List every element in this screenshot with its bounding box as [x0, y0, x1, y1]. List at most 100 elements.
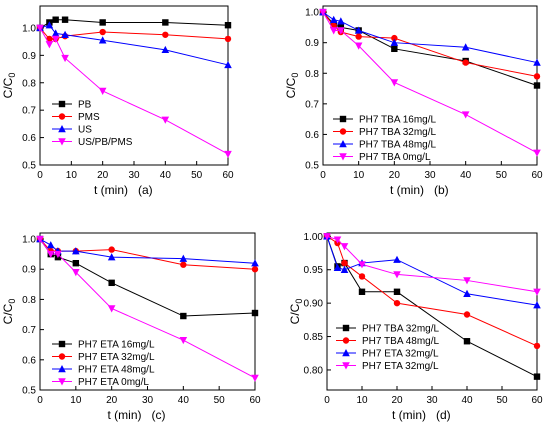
- y-tick-label: 0.9: [22, 51, 36, 62]
- legend-marker: [342, 324, 350, 332]
- data-point: [461, 43, 470, 51]
- chart-panel-2: 0 10 20 30 40 50 60 0.5 0.6 0.7 0.8 0.9 1.0 t (min) (b…: [284, 5, 543, 197]
- data-point: [329, 15, 338, 23]
- x-tick-label: 0: [320, 170, 326, 181]
- x-tick-label: 60: [249, 395, 261, 406]
- panel-label: (b): [434, 183, 449, 197]
- y-tick-label: 0.8: [22, 295, 36, 306]
- data-point: [354, 42, 363, 50]
- legend-marker: [58, 365, 66, 373]
- legend-marker: [58, 100, 66, 108]
- data-point: [46, 250, 55, 259]
- x-tick-label: 50: [191, 170, 203, 181]
- legend-marker: [339, 153, 347, 161]
- y-tick-label: 0.5: [22, 161, 36, 172]
- data-point: [107, 253, 116, 261]
- y-tick-label: 0.9: [22, 265, 36, 276]
- legend-label: PH7 ETA 16mg/L: [78, 340, 155, 351]
- y-tick-label: 0.85: [304, 332, 324, 343]
- x-tick-label: 30: [142, 395, 154, 406]
- legend-label: PH7 ETA 32mg/L: [362, 349, 439, 360]
- data-point: [393, 299, 401, 307]
- y-tick-label: 1.0: [22, 23, 36, 34]
- data-point: [161, 116, 170, 124]
- data-point: [463, 289, 471, 297]
- series-3: [36, 21, 232, 69]
- data-point: [333, 263, 342, 271]
- data-point: [72, 259, 80, 267]
- data-point: [224, 150, 232, 159]
- data-point: [533, 82, 541, 89]
- x-tick-label: 10: [356, 395, 368, 406]
- data-point: [358, 273, 366, 280]
- y-tick-label: 0.6: [22, 355, 36, 366]
- data-point: [36, 24, 44, 32]
- legend-label: PH7 ETA 32mg/L: [362, 361, 439, 372]
- series-4: [36, 235, 259, 382]
- x-tick-label: 50: [496, 170, 508, 181]
- y-axis-label: C/C0: [288, 299, 304, 325]
- x-tick-label: 20: [106, 395, 118, 406]
- panel-label: (c): [152, 408, 166, 422]
- data-point: [391, 34, 398, 42]
- legend-marker: [58, 353, 66, 360]
- legend-label: PH7 ETA 32mg/L: [78, 352, 155, 363]
- legend-label: PMS: [78, 112, 100, 123]
- legend-label: PH7 TBA 0mg/L: [359, 152, 431, 163]
- data-point: [224, 21, 232, 29]
- x-tick-label: 40: [460, 170, 472, 181]
- series-3: [319, 8, 541, 66]
- legend-label: US/PB/PMS: [78, 137, 133, 148]
- data-point: [108, 279, 115, 287]
- x-axis-label: t (min): [390, 183, 424, 197]
- y-tick-label: 0.5: [305, 161, 319, 172]
- series-line: [39, 24, 229, 66]
- x-tick-label: 30: [424, 170, 436, 181]
- x-tick-label: 20: [389, 170, 401, 181]
- data-point: [45, 41, 54, 49]
- y-axis-label: C/C0: [1, 73, 17, 99]
- series-2: [319, 8, 541, 80]
- x-tick-label: 10: [70, 395, 82, 406]
- data-point: [533, 288, 541, 296]
- data-point: [61, 16, 69, 23]
- x-tick-label: 30: [426, 395, 438, 406]
- data-point: [533, 149, 541, 157]
- data-point: [36, 235, 44, 244]
- x-tick-label: 10: [353, 170, 365, 181]
- data-point: [54, 250, 62, 259]
- x-tick-label: 10: [66, 170, 78, 181]
- x-tick-label: 40: [461, 395, 473, 406]
- data-point: [162, 19, 169, 26]
- legend-marker: [342, 337, 350, 344]
- y-tick-label: 0.8: [305, 69, 319, 80]
- x-tick-label: 40: [160, 170, 172, 181]
- data-point: [251, 309, 259, 317]
- legend-marker: [339, 140, 347, 148]
- legend-marker: [58, 125, 66, 133]
- data-point: [340, 265, 349, 273]
- chart-panel-1: 0 10 20 30 40 50 60 0.5 0.6 0.7 0.8 0.9 1.0 t (min) (a…: [1, 5, 234, 197]
- data-point: [72, 247, 80, 255]
- data-point: [533, 58, 541, 66]
- legend-marker: [58, 340, 66, 348]
- data-point: [393, 271, 401, 279]
- x-tick-label: 60: [531, 170, 543, 181]
- data-point: [52, 16, 59, 23]
- legend-label: PH7 ETA 48mg/L: [78, 365, 155, 376]
- legend-label: PH7 TBA 16mg/L: [359, 115, 437, 126]
- x-tick-label: 20: [97, 170, 109, 181]
- y-tick-label: 0.90: [304, 299, 324, 310]
- series-line: [39, 27, 229, 155]
- y-tick-label: 0.7: [305, 99, 319, 110]
- data-point: [61, 54, 69, 63]
- data-point: [98, 36, 107, 44]
- data-point: [341, 259, 348, 267]
- data-point: [393, 288, 401, 295]
- series-line: [322, 11, 538, 86]
- data-point: [99, 28, 106, 36]
- panel-label: (d): [436, 408, 451, 422]
- data-point: [329, 27, 338, 35]
